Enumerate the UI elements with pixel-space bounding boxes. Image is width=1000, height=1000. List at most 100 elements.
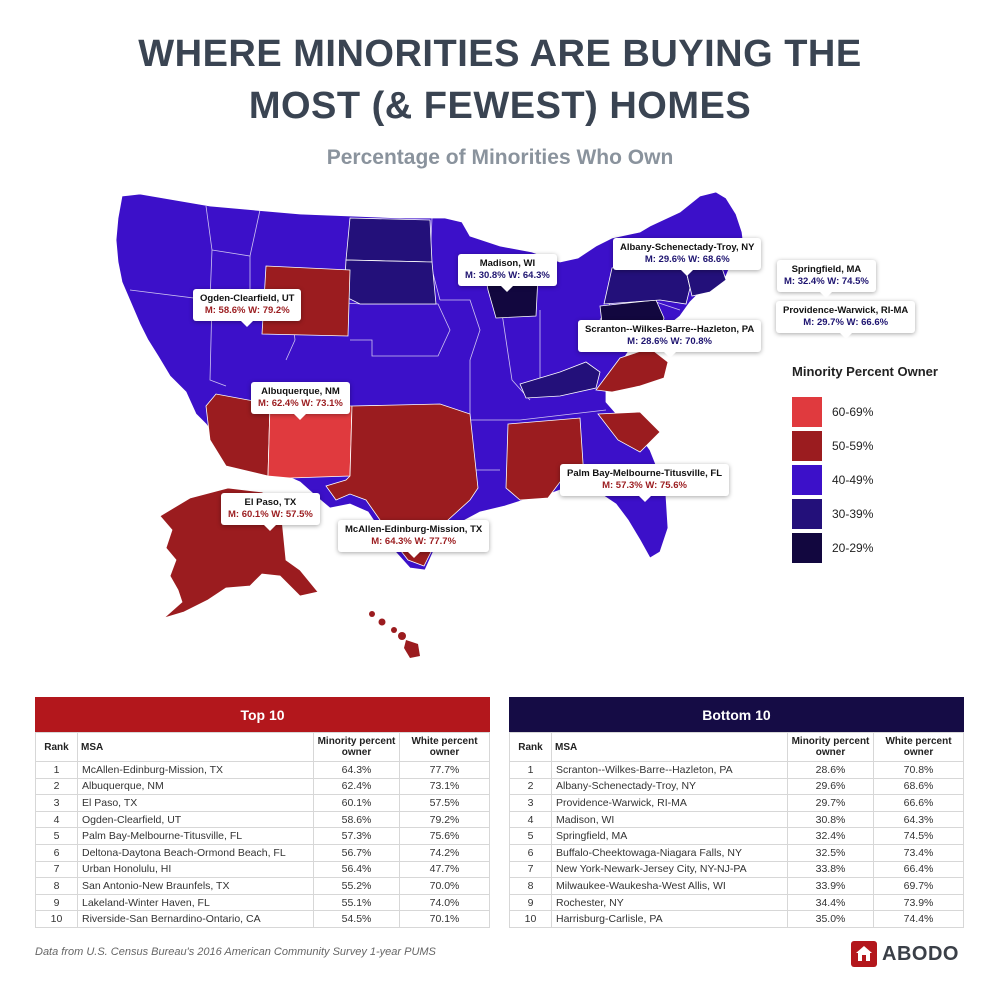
legend-swatch xyxy=(792,431,822,461)
white-cell: 79.2% xyxy=(399,810,490,829)
white-cell: 69.7% xyxy=(873,877,964,895)
source-note: Data from U.S. Census Bureau's 2016 Amer… xyxy=(35,946,436,958)
white-cell: 47.7% xyxy=(399,860,490,879)
msa-cell: Springfield, MA xyxy=(551,827,788,845)
table-row: 9 Lakeland-Winter Haven, FL 55.1% 74.0% xyxy=(35,893,490,912)
rank-cell: 7 xyxy=(35,860,78,879)
white-cell: 74.0% xyxy=(399,893,490,912)
minority-cell: 62.4% xyxy=(313,777,400,796)
msa-cell: Deltona-Daytona Beach-Ormond Beach, FL xyxy=(77,843,314,862)
legend-label: 50-59% xyxy=(832,439,874,453)
table-row: 10 Riverside-San Bernardino-Ontario, CA 54… xyxy=(35,910,490,928)
top-10-table: Top 10 Rank MSA Minority percent owner W… xyxy=(35,697,490,928)
table-row: 1 McAllen-Edinburg-Mission, TX 64.3% 77.7% xyxy=(35,761,490,779)
legend-label: 40-49% xyxy=(832,473,874,487)
callout-values: M: 60.1% W: 57.5% xyxy=(228,509,313,520)
white-cell: 73.4% xyxy=(873,843,964,862)
minority-cell: 35.0% xyxy=(787,910,874,928)
legend-swatch xyxy=(792,533,822,563)
column-header-white: White percent owner xyxy=(873,732,964,762)
legend-label: 60-69% xyxy=(832,405,874,419)
region-virginia xyxy=(595,347,669,393)
table-row: 6 Buffalo-Cheektowaga-Niagara Falls, NY 32… xyxy=(509,843,964,862)
house-icon xyxy=(851,941,877,967)
white-cell: 74.4% xyxy=(873,910,964,928)
table-header-row: Rank MSA Minority percent owner White pe… xyxy=(35,732,490,762)
region-hawaii xyxy=(369,611,420,658)
title-line-2: MOST (& FEWEST) HOMES xyxy=(248,85,752,127)
callout-ogden: Ogden-Clearfield, UT M: 58.6% W: 79.2% xyxy=(193,289,302,327)
minority-cell: 58.6% xyxy=(313,810,400,829)
column-header-msa: MSA xyxy=(77,732,314,762)
rank-cell: 10 xyxy=(509,910,552,928)
title-line-1: WHERE MINORITIES ARE BUYING THE xyxy=(138,33,862,75)
table-row: 7 New York-Newark-Jersey City, NY-NJ-PA 33… xyxy=(509,860,964,879)
table-row: 5 Springfield, MA 32.4% 74.5% xyxy=(509,827,964,845)
table-body: 1 McAllen-Edinburg-Mission, TX 64.3% 77.7% 2… xyxy=(35,761,490,928)
white-cell: 68.6% xyxy=(873,777,964,796)
minority-cell: 28.6% xyxy=(787,761,874,779)
column-header-minority: Minority percent owner xyxy=(313,732,400,762)
table-row: 2 Albuquerque, NM 62.4% 73.1% xyxy=(35,777,490,796)
rank-cell: 9 xyxy=(35,893,78,912)
callout-name: Albany-Schenectady-Troy, NY xyxy=(620,242,755,253)
legend-item: 30-39% xyxy=(792,497,938,531)
white-cell: 73.9% xyxy=(873,893,964,912)
msa-cell: Rochester, NY xyxy=(551,893,788,912)
minority-cell: 34.4% xyxy=(787,893,874,912)
table-row: 10 Harrisburg-Carlisle, PA 35.0% 74.4% xyxy=(509,910,964,928)
callout-values: M: 28.6% W: 70.8% xyxy=(627,336,712,347)
white-cell: 74.5% xyxy=(873,827,964,845)
minority-cell: 64.3% xyxy=(313,761,400,779)
abodo-logo: ABODO xyxy=(851,941,959,967)
white-cell: 77.7% xyxy=(399,761,490,779)
minority-cell: 54.5% xyxy=(313,910,400,928)
minority-cell: 33.9% xyxy=(787,877,874,895)
column-header-rank: Rank xyxy=(509,732,552,762)
minority-cell: 33.8% xyxy=(787,860,874,879)
callout-scranton: Scranton--Wilkes-Barre--Hazleton, PA M: … xyxy=(578,320,762,358)
callout-values: M: 29.7% W: 66.6% xyxy=(803,317,889,328)
callout-madison: Madison, WI M: 30.8% W: 64.3% xyxy=(458,254,557,292)
rank-cell: 4 xyxy=(35,810,78,829)
table-title: Top 10 xyxy=(35,697,490,732)
callout-name: El Paso, TX xyxy=(244,497,297,508)
legend-swatch xyxy=(792,499,822,529)
msa-cell: McAllen-Edinburg-Mission, TX xyxy=(77,761,314,779)
callout-name: Palm Bay-Melbourne-Titusville, FL xyxy=(567,468,723,479)
msa-cell: Ogden-Clearfield, UT xyxy=(77,810,314,829)
bottom-10-table: Bottom 10 Rank MSA Minority percent owne… xyxy=(509,697,964,928)
table-row: 6 Deltona-Daytona Beach-Ormond Beach, FL 5… xyxy=(35,843,490,862)
minority-cell: 32.4% xyxy=(787,827,874,845)
callout-name: Springfield, MA xyxy=(791,264,862,275)
minority-cell: 29.7% xyxy=(787,794,874,812)
page-title: WHERE MINORITIES ARE BUYING THE MOST (& … xyxy=(0,28,1000,132)
map-legend: Minority Percent Owner 60-69% 50-59% 40-… xyxy=(792,364,938,565)
legend-item: 40-49% xyxy=(792,463,938,497)
rank-cell: 5 xyxy=(35,827,78,845)
minority-cell: 32.5% xyxy=(787,843,874,862)
minority-cell: 56.7% xyxy=(313,843,400,862)
legend-swatch xyxy=(792,397,822,427)
callout-mcallen: McAllen-Edinburg-Mission, TX M: 64.3% W:… xyxy=(338,520,490,558)
logo-text: ABODO xyxy=(882,942,959,965)
msa-cell: San Antonio-New Braunfels, TX xyxy=(77,877,314,895)
table-row: 8 San Antonio-New Braunfels, TX 55.2% 70.0% xyxy=(35,877,490,895)
rank-cell: 3 xyxy=(35,794,78,812)
column-header-rank: Rank xyxy=(35,732,78,762)
msa-cell: El Paso, TX xyxy=(77,794,314,812)
callout-springfield: Springfield, MA M: 32.4% W: 74.5% xyxy=(777,260,876,298)
rank-cell: 6 xyxy=(35,843,78,862)
rank-cell: 9 xyxy=(509,893,552,912)
callout-values: M: 30.8% W: 64.3% xyxy=(465,270,550,281)
rank-cell: 1 xyxy=(35,761,78,779)
rank-cell: 7 xyxy=(509,860,552,879)
table-row: 4 Madison, WI 30.8% 64.3% xyxy=(509,810,964,829)
white-cell: 70.0% xyxy=(399,877,490,895)
white-cell: 73.1% xyxy=(399,777,490,796)
callout-palm-bay: Palm Bay-Melbourne-Titusville, FL M: 57.… xyxy=(560,464,730,502)
callout-values: M: 64.3% W: 77.7% xyxy=(371,536,457,547)
table-header-row: Rank MSA Minority percent owner White pe… xyxy=(509,732,964,762)
msa-cell: Providence-Warwick, RI-MA xyxy=(551,794,788,812)
callout-values: M: 57.3% W: 75.6% xyxy=(602,480,687,491)
